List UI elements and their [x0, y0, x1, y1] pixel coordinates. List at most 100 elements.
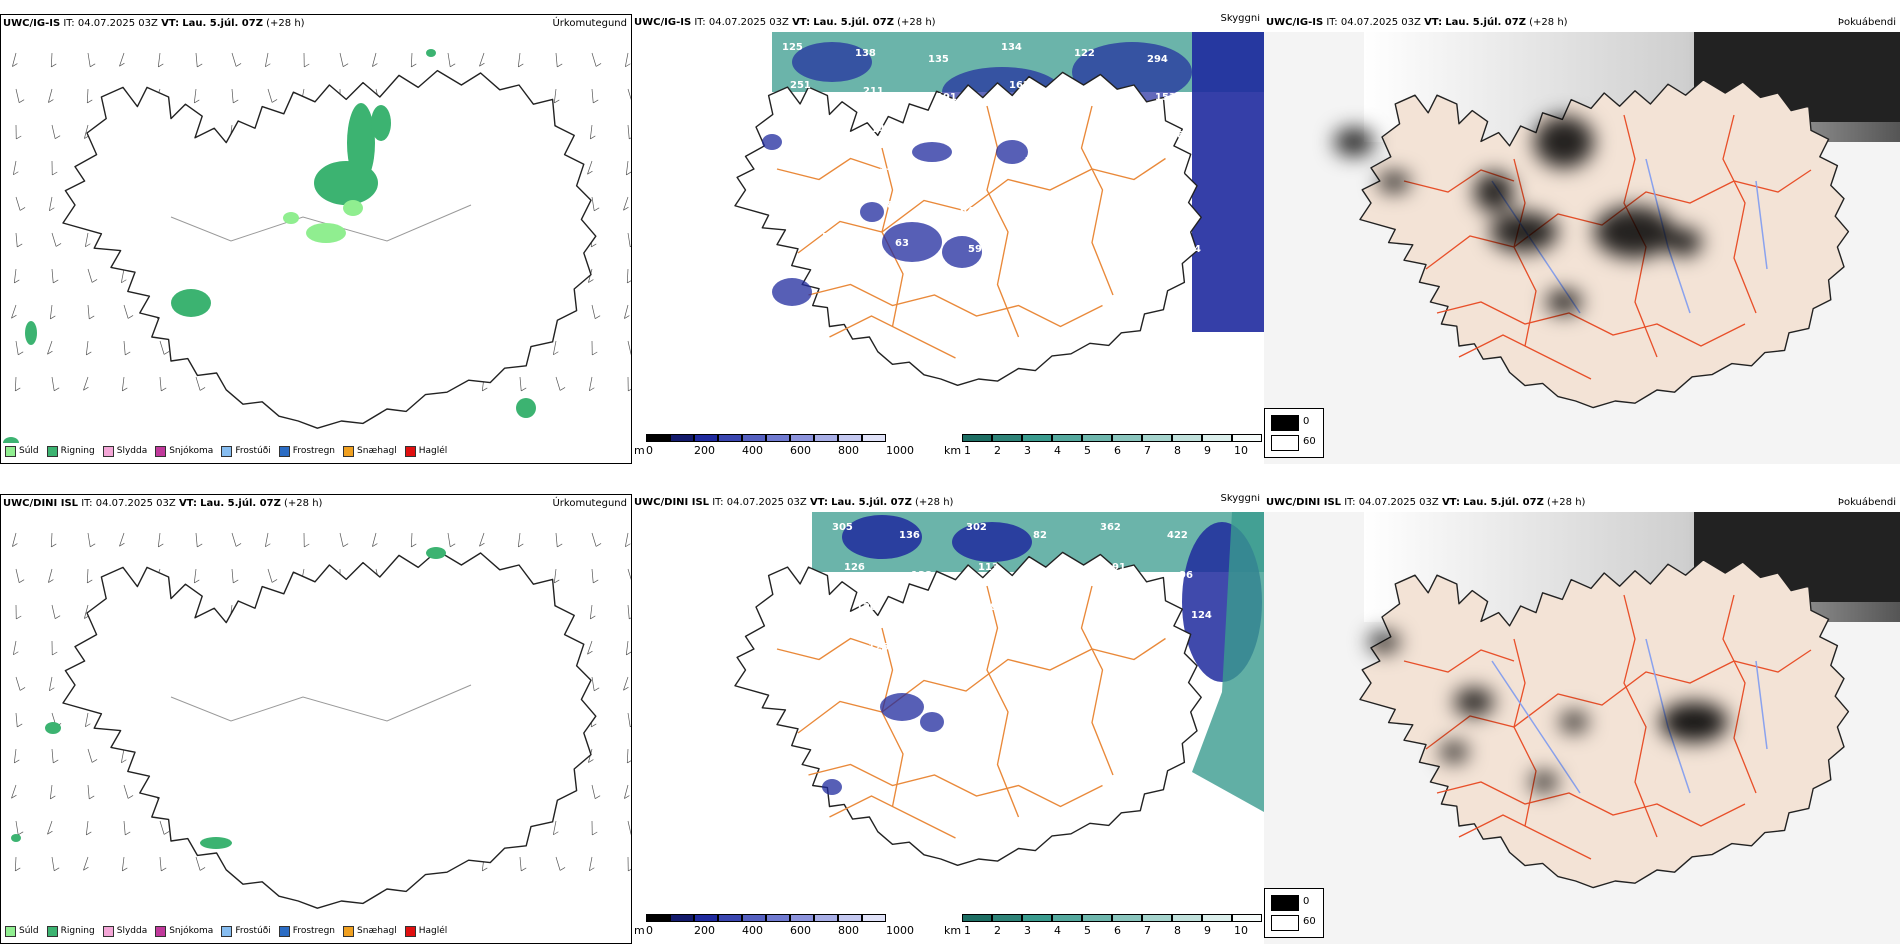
cloud-base-label: 38: [1049, 270, 1063, 281]
cloud-base-label: 107: [1090, 124, 1111, 135]
iceland-precip-map: [11, 532, 631, 909]
legend-swatch: [404, 925, 416, 937]
cloud-base-label: 69: [1098, 162, 1112, 173]
fog-legend: 0 60: [1264, 888, 1324, 938]
colorbar-segment: [1052, 434, 1082, 442]
fog-legend-label: 0: [1303, 896, 1310, 907]
colorbar-tick: 6: [1114, 444, 1121, 457]
legend-label: Rigning: [60, 926, 95, 936]
legend-swatch: [5, 925, 16, 937]
colorbar-unit: m: [634, 444, 645, 457]
visibility-m-colorbar: m 0 200 400 600 800 1000: [634, 432, 914, 458]
colorbar-tick: 3: [1024, 924, 1031, 937]
cloud-base-label: 191: [936, 92, 957, 103]
cloud-base-label: 134: [1001, 42, 1022, 53]
legend-label: Snæhagl: [357, 446, 397, 456]
colorbar-tick: 9: [1204, 444, 1211, 457]
legend-swatch: [46, 445, 58, 457]
colorbar-segment: [1082, 434, 1112, 442]
visibility-km-colorbar: km 1 2 3 4 5 6 7 8 9 10: [944, 432, 1262, 458]
legend-swatch: [102, 925, 114, 937]
iceland-visibility-map: 305 136 302 82 362 422 126 138 113 104 91 96 120 124 8…: [734, 512, 1264, 866]
cloud-base-label: 118: [1106, 200, 1127, 211]
cloud-base-label: 58: [814, 194, 828, 205]
colorbar-tick: 4: [1054, 924, 1061, 937]
cloud-base-label: 62: [1122, 276, 1136, 287]
colorbar-segment: [766, 434, 790, 442]
colorbar-tick: 4: [1054, 444, 1061, 457]
legend-label: Haglél: [418, 446, 448, 456]
cloud-base-label: 126: [844, 562, 865, 573]
fog-legend-swatch: [1271, 435, 1299, 451]
legend-swatch: [221, 925, 233, 937]
cloud-base-label: 91: [1112, 562, 1126, 573]
fog-panel-dini: UWC/DINI ISL IT: 04.07.2025 03Z VT: Lau.…: [1264, 494, 1900, 944]
colorbar-segment: [862, 434, 886, 442]
panel-header: UWC/IG-IS IT: 04.07.2025 03Z VT: Lau. 5.…: [634, 17, 936, 28]
legend-item: Rigning: [46, 925, 95, 937]
colorbar-segment: [694, 434, 718, 442]
precip-type-panel-dini: UWC/DINI ISL IT: 04.07.2025 03Z VT: Lau.…: [0, 494, 632, 944]
cloud-base-label: 113: [1033, 194, 1054, 205]
legend-swatch: [155, 445, 167, 457]
legend-swatch: [343, 445, 355, 457]
colorbar-segment: [646, 434, 670, 442]
cloud-base-label: 63: [1171, 168, 1185, 179]
legend-item: Slydda: [102, 445, 147, 457]
precip-legend: Súld Rigning Slydda Snjókoma Frostúði Frostre…: [5, 443, 447, 459]
cloud-base-label: 302: [966, 522, 987, 533]
colorbar-tick: 2: [994, 924, 1001, 937]
colorbar-segment: [718, 914, 742, 922]
cloud-base-label: 108: [798, 118, 819, 129]
visibility-panel-dini: UWC/DINI ISL IT: 04.07.2025 03Z VT: Lau.…: [632, 494, 1264, 944]
legend-item: Snjókoma: [155, 445, 213, 457]
colorbar-tick: 7: [1144, 444, 1151, 457]
iceland-fog-map: [1264, 32, 1900, 464]
colorbar-tick: 1000: [886, 444, 914, 457]
legend-item: Snjókoma: [155, 925, 213, 937]
colorbar-segment: [814, 914, 838, 922]
colorbar-tick: 1000: [886, 924, 914, 937]
colorbar-tick: 800: [838, 924, 859, 937]
cloud-base-label: 104: [1045, 570, 1066, 581]
fog-legend-swatch: [1271, 895, 1299, 911]
colorbar-segment: [694, 914, 718, 922]
colorbar-tick: 600: [790, 924, 811, 937]
legend-swatch: [155, 925, 167, 937]
panel-header: UWC/DINI ISL IT: 04.07.2025 03Z VT: Lau.…: [3, 498, 323, 509]
legend-label: Snæhagl: [357, 926, 397, 936]
colorbar-segment: [670, 434, 694, 442]
cloud-base-label: 56: [903, 276, 917, 287]
cloud-base-label: 84: [1187, 244, 1201, 255]
cloud-base-label: 86: [830, 270, 844, 281]
legend-swatch: [5, 445, 16, 457]
cloud-base-label: 156: [1163, 130, 1184, 141]
panel-title: Úrkomutegund: [552, 498, 627, 509]
cloud-base-label: 129: [935, 650, 956, 661]
legend-label: Rigning: [60, 446, 95, 456]
colorbar-tick: 0: [646, 444, 653, 457]
panel-title: Þokuábendi: [1837, 17, 1896, 28]
colorbar-tick: 0: [646, 924, 653, 937]
fog-legend-swatch: [1271, 415, 1299, 431]
visibility-panel-ig: UWC/IG-IS IT: 04.07.2025 03Z VT: Lau. 5.…: [632, 14, 1264, 464]
cloud-base-label: 101: [952, 168, 973, 179]
cloud-base-label: 112: [1057, 610, 1078, 621]
cloud-base-label: 74: [1025, 156, 1039, 167]
cloud-base-label: 101: [1124, 602, 1145, 613]
colorbar-segment: [962, 914, 992, 922]
colorbar-segment: [1232, 434, 1262, 442]
cloud-base-label: 138: [911, 570, 932, 581]
colorbar-segment: [1112, 914, 1142, 922]
colorbar-unit: km: [944, 444, 962, 457]
colorbar-segment: [1202, 434, 1232, 442]
cloud-base-label: 79: [1017, 118, 1031, 129]
colorbar-segment: [862, 914, 886, 922]
legend-item: Snæhagl: [343, 445, 397, 457]
cloud-base-label: 68: [1041, 232, 1055, 243]
colorbar-tick: 2: [994, 444, 1001, 457]
panel-header: UWC/DINI ISL IT: 04.07.2025 03Z VT: Lau.…: [634, 497, 954, 508]
colorbar-segment: [814, 434, 838, 442]
fog-legend-swatch: [1271, 915, 1299, 931]
cloud-base-label: 162: [1009, 80, 1030, 91]
